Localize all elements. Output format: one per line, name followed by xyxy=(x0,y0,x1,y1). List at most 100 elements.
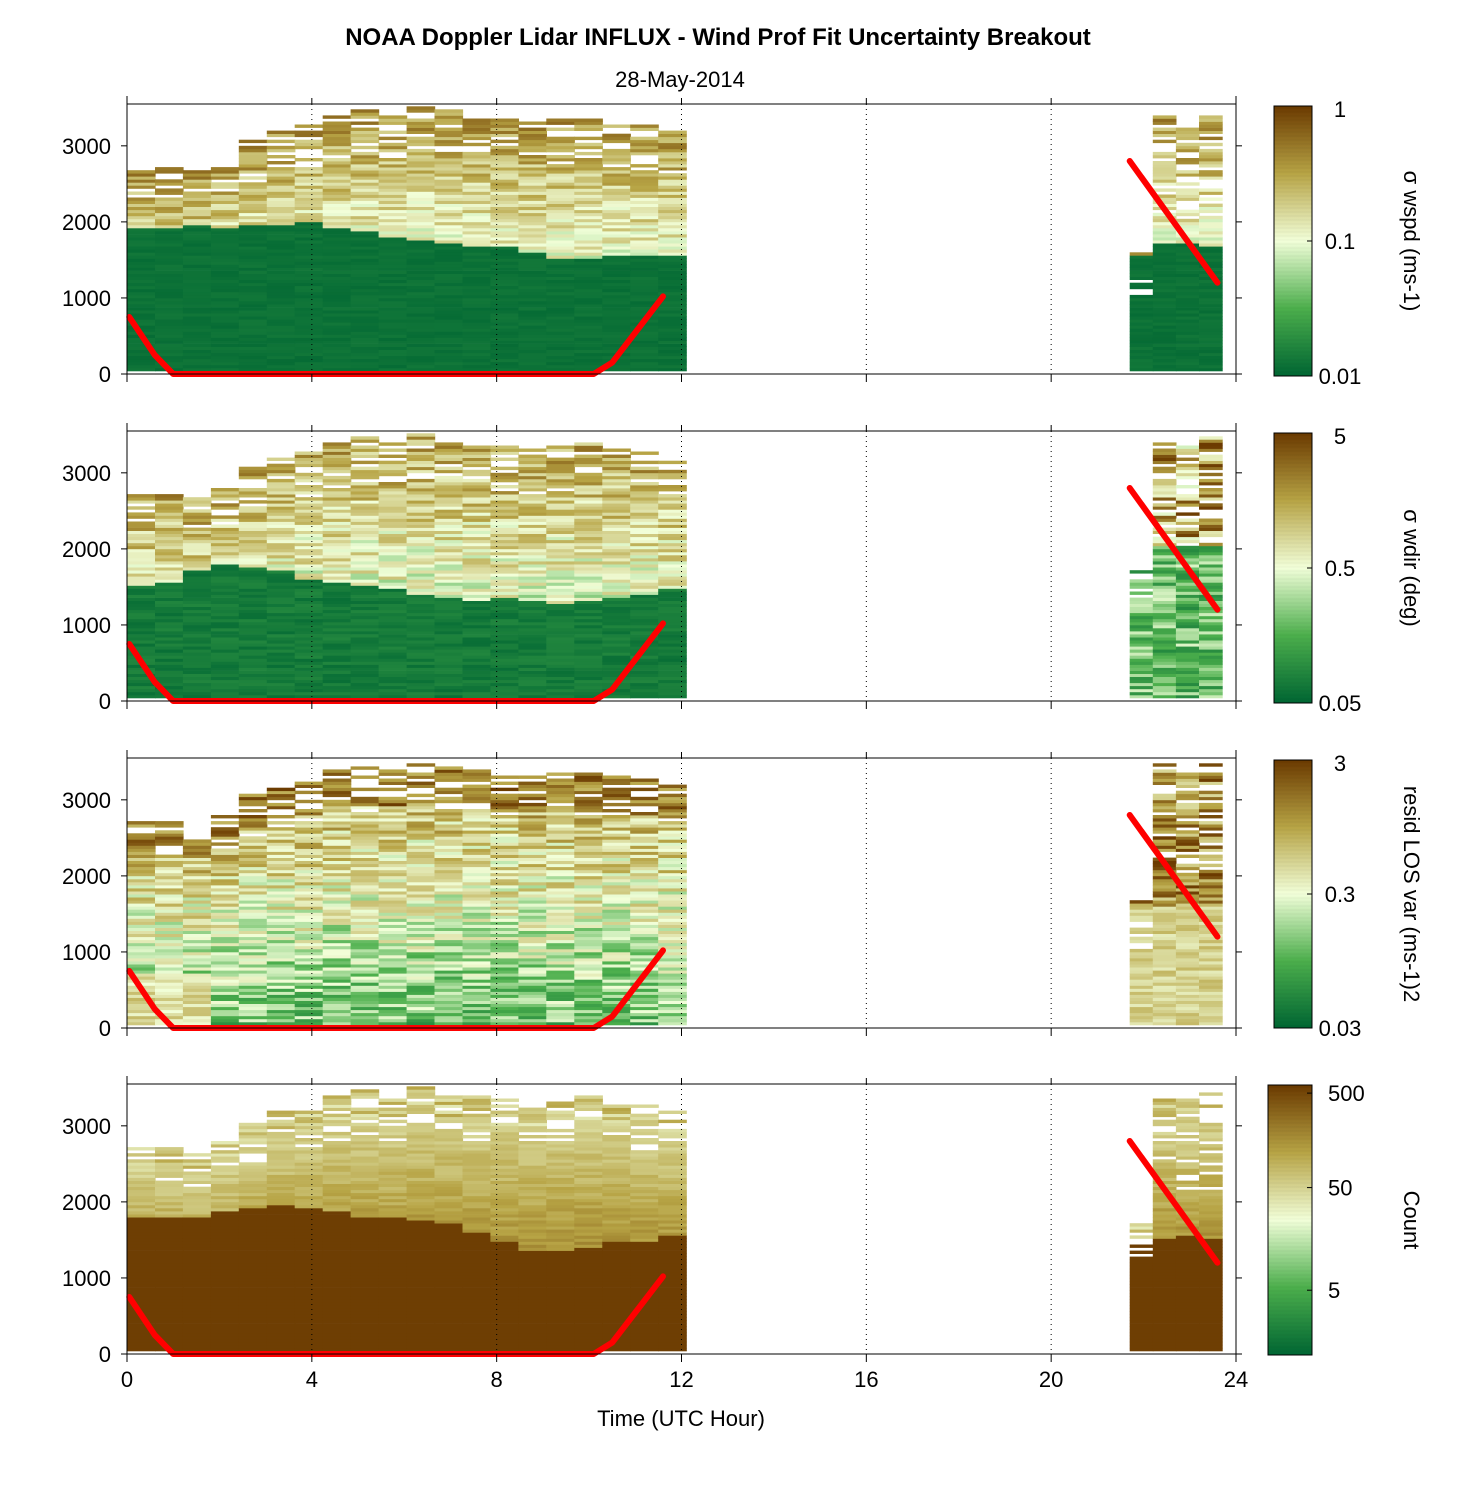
heatmap-cell xyxy=(574,219,603,222)
heatmap-cell xyxy=(602,534,631,537)
heatmap-cell xyxy=(267,325,296,328)
heatmap-cell xyxy=(435,512,464,515)
heatmap-cell xyxy=(546,912,575,915)
heatmap-cell xyxy=(630,228,659,231)
heatmap-cell xyxy=(407,506,436,509)
heatmap-cell xyxy=(127,876,156,879)
heatmap-cell xyxy=(490,846,519,849)
heatmap-cell xyxy=(323,622,352,625)
heatmap-cell xyxy=(127,271,156,274)
heatmap-cell xyxy=(155,610,184,613)
heatmap-cell xyxy=(518,237,547,240)
heatmap-cell xyxy=(295,188,324,191)
heatmap-cell xyxy=(183,313,212,316)
heatmap-cell xyxy=(183,588,212,591)
heatmap-cell xyxy=(239,680,268,683)
heatmap-cell xyxy=(379,989,408,992)
heatmap-cell xyxy=(1153,692,1177,695)
heatmap-cell xyxy=(407,564,436,567)
heatmap-cell xyxy=(211,353,240,356)
heatmap-cell xyxy=(602,328,631,331)
heatmap-cell xyxy=(267,894,296,897)
heatmap-cell xyxy=(602,249,631,252)
heatmap-cell xyxy=(211,903,240,906)
heatmap-cell xyxy=(267,652,296,655)
heatmap-cell xyxy=(127,222,156,225)
heatmap-cell xyxy=(323,1016,352,1019)
heatmap-cell xyxy=(490,534,519,537)
heatmap-cell xyxy=(1199,677,1223,680)
heatmap-cell xyxy=(630,353,659,356)
heatmap-cell xyxy=(127,1019,156,1022)
heatmap-cell xyxy=(630,347,659,350)
heatmap-cell xyxy=(435,567,464,570)
heatmap-cell xyxy=(407,671,436,674)
heatmap-cell xyxy=(658,155,687,158)
heatmap-cell xyxy=(546,137,575,140)
heatmap-cell xyxy=(183,640,212,643)
heatmap-cell xyxy=(379,643,408,646)
heatmap-cell xyxy=(379,325,408,328)
heatmap-cell xyxy=(602,537,631,540)
heatmap-cell xyxy=(183,882,212,885)
heatmap-cell xyxy=(295,1010,324,1013)
heatmap-cell xyxy=(267,1019,296,1022)
heatmap-cell xyxy=(155,570,184,573)
heatmap-cell xyxy=(574,461,603,464)
heatmap-cell xyxy=(267,998,296,1001)
heatmap-cell xyxy=(239,946,268,949)
heatmap-cell xyxy=(490,509,519,512)
heatmap-cell xyxy=(658,537,687,540)
heatmap-cell xyxy=(1130,613,1154,616)
heatmap-cell xyxy=(239,258,268,261)
heatmap-cell xyxy=(463,989,492,992)
heatmap-cell xyxy=(155,231,184,234)
heatmap-cell xyxy=(518,362,547,365)
heatmap-cell xyxy=(183,207,212,210)
heatmap-cell xyxy=(546,277,575,280)
heatmap-cell xyxy=(546,561,575,564)
heatmap-cell xyxy=(267,616,296,619)
heatmap-cell xyxy=(351,439,380,442)
heatmap-cell xyxy=(155,861,184,864)
heatmap-cell xyxy=(239,873,268,876)
heatmap-cell xyxy=(490,662,519,665)
heatmap-cell xyxy=(1199,307,1223,310)
heatmap-cell xyxy=(518,179,547,182)
heatmap-cell xyxy=(463,173,492,176)
heatmap-cell xyxy=(183,225,212,228)
heatmap-cell xyxy=(351,488,380,491)
heatmap-cell xyxy=(1153,350,1177,353)
heatmap-cell xyxy=(463,640,492,643)
heatmap-cell xyxy=(602,604,631,607)
heatmap-cell xyxy=(407,479,436,482)
heatmap-cell xyxy=(267,882,296,885)
heatmap-cell xyxy=(630,470,659,473)
heatmap-cell xyxy=(295,182,324,185)
heatmap-cell xyxy=(546,179,575,182)
heatmap-cell xyxy=(490,818,519,821)
heatmap-cell xyxy=(155,198,184,201)
heatmap-cell xyxy=(295,295,324,298)
heatmap-cell xyxy=(630,494,659,497)
heatmap-cell xyxy=(127,231,156,234)
heatmap-cell xyxy=(1153,689,1177,692)
heatmap-cell xyxy=(518,455,547,458)
heatmap-cell xyxy=(379,368,408,371)
heatmap-cell xyxy=(211,870,240,873)
heatmap-cell xyxy=(379,652,408,655)
heatmap-cell xyxy=(155,179,184,182)
heatmap-cell xyxy=(239,1007,268,1010)
heatmap-cell xyxy=(435,652,464,655)
heatmap-cell xyxy=(435,338,464,341)
heatmap-cell xyxy=(602,500,631,503)
heatmap-cell xyxy=(379,610,408,613)
heatmap-cell xyxy=(323,803,352,806)
heatmap-cell xyxy=(267,503,296,506)
heatmap-cell xyxy=(658,179,687,182)
heatmap-cell xyxy=(1130,646,1154,649)
heatmap-cell xyxy=(239,1019,268,1022)
heatmap-cell xyxy=(211,201,240,204)
heatmap-cell xyxy=(407,662,436,665)
heatmap-cell xyxy=(1176,458,1200,461)
